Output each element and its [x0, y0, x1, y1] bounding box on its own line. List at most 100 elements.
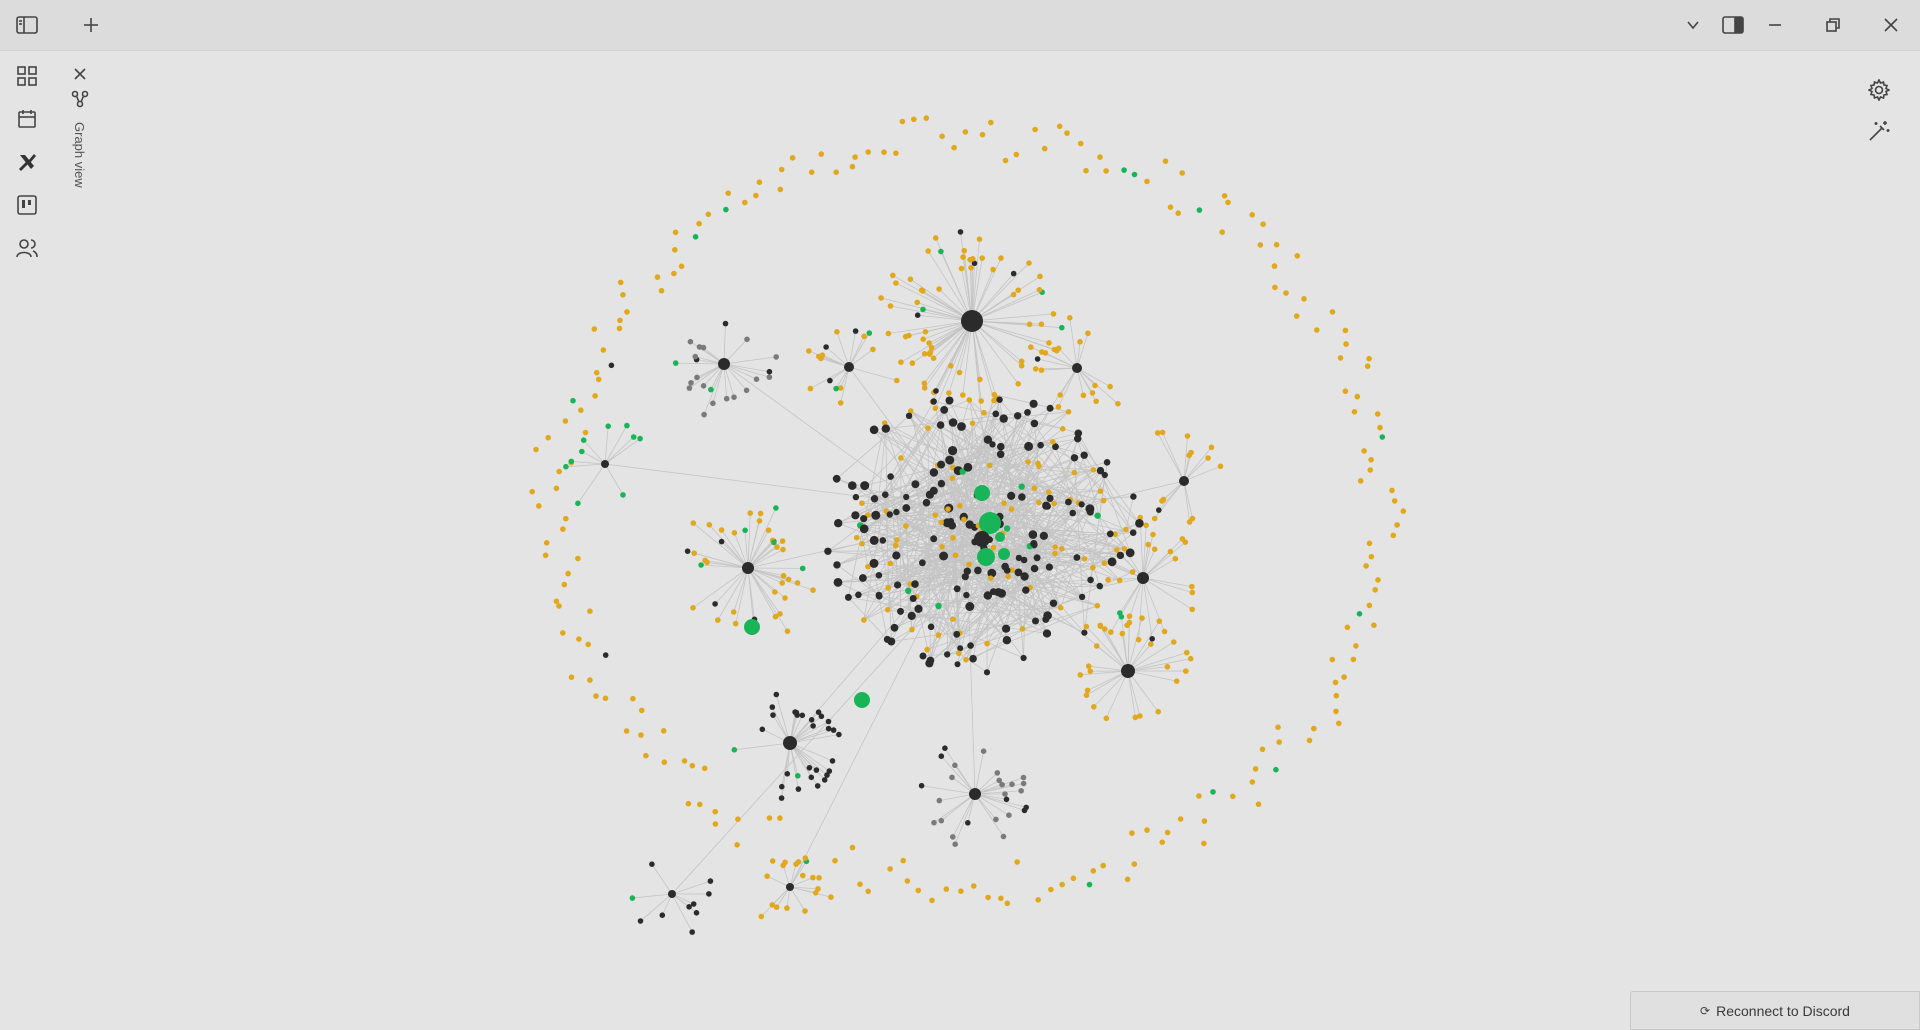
leaf-node[interactable] — [1155, 709, 1161, 715]
hub-node[interactable] — [668, 890, 676, 898]
note-node[interactable] — [1046, 489, 1052, 495]
orphan-node[interactable] — [536, 503, 542, 509]
orphan-node[interactable] — [1219, 229, 1225, 235]
note-node[interactable] — [894, 537, 900, 543]
orphan-node[interactable] — [1272, 263, 1278, 269]
leaf-node[interactable] — [723, 321, 729, 327]
leaf-node[interactable] — [704, 560, 710, 566]
note-node[interactable] — [940, 406, 948, 414]
leaf-node[interactable] — [691, 550, 697, 556]
note-node[interactable] — [930, 468, 938, 476]
orphan-node[interactable] — [1295, 253, 1301, 259]
note-node[interactable] — [1022, 586, 1029, 593]
leaf-node[interactable] — [773, 614, 779, 620]
leaf-node[interactable] — [767, 374, 773, 380]
orphan-node[interactable] — [673, 230, 679, 236]
note-node[interactable] — [997, 443, 1005, 451]
leaf-node[interactable] — [1059, 325, 1065, 331]
orphan-node[interactable] — [767, 815, 773, 821]
leaf-node[interactable] — [708, 878, 714, 884]
leaf-node[interactable] — [785, 628, 791, 634]
leaf-node[interactable] — [770, 704, 776, 710]
orphan-node[interactable] — [1380, 434, 1386, 440]
leaf-node[interactable] — [1019, 359, 1025, 365]
leaf-node[interactable] — [691, 520, 697, 526]
leaf-node[interactable] — [990, 267, 996, 273]
note-node[interactable] — [1071, 454, 1078, 461]
leaf-node[interactable] — [773, 505, 779, 511]
leaf-node[interactable] — [673, 360, 679, 366]
note-node[interactable] — [953, 552, 959, 558]
orphan-node[interactable] — [734, 842, 740, 848]
leaf-node[interactable] — [1021, 781, 1027, 787]
note-node[interactable] — [1004, 525, 1010, 531]
leaf-node[interactable] — [1037, 287, 1043, 293]
orphan-node[interactable] — [1334, 693, 1340, 699]
leaf-node[interactable] — [925, 248, 931, 254]
orphan-node[interactable] — [1032, 127, 1038, 133]
leaf-node[interactable] — [803, 855, 809, 861]
note-node[interactable] — [1072, 470, 1078, 476]
leaf-node[interactable] — [774, 692, 780, 698]
leaf-node[interactable] — [933, 235, 939, 241]
note-node[interactable] — [987, 463, 993, 469]
orphan-node[interactable] — [1361, 448, 1367, 454]
note-node[interactable] — [1015, 569, 1023, 577]
leaf-node[interactable] — [814, 767, 820, 773]
leaf-node[interactable] — [701, 345, 707, 351]
orphan-node[interactable] — [1197, 207, 1203, 213]
sidebar-toggle-button[interactable] — [10, 10, 44, 40]
leaf-node[interactable] — [575, 501, 581, 507]
leaf-node[interactable] — [744, 388, 750, 394]
orphan-node[interactable] — [662, 759, 668, 765]
orphan-node[interactable] — [958, 888, 964, 894]
orphan-node[interactable] — [1091, 868, 1097, 874]
leaf-node[interactable] — [915, 312, 921, 318]
leaf-node[interactable] — [808, 386, 814, 392]
orphan-node[interactable] — [1250, 779, 1256, 785]
tab-graph-view[interactable]: Graph view — [62, 58, 98, 218]
leaf-node[interactable] — [795, 580, 801, 586]
orphan-node[interactable] — [1353, 643, 1359, 649]
leaf-node[interactable] — [688, 339, 694, 345]
leaf-node[interactable] — [995, 770, 1001, 776]
orphan-node[interactable] — [1391, 533, 1397, 539]
note-node[interactable] — [834, 519, 842, 527]
leaf-node[interactable] — [886, 331, 892, 337]
note-node[interactable] — [946, 397, 954, 405]
note-node[interactable] — [932, 512, 938, 518]
leaf-node[interactable] — [979, 255, 985, 261]
leaf-node[interactable] — [1039, 321, 1045, 327]
note-node[interactable] — [1032, 618, 1039, 625]
note-node[interactable] — [1019, 483, 1025, 489]
orphan-node[interactable] — [1258, 242, 1264, 248]
leaf-node[interactable] — [1006, 812, 1012, 818]
note-node[interactable] — [1097, 467, 1104, 474]
orphan-node[interactable] — [569, 674, 575, 680]
leaf-node[interactable] — [1133, 715, 1139, 721]
orphan-node[interactable] — [560, 526, 566, 532]
orphan-node[interactable] — [1333, 680, 1339, 686]
note-node[interactable] — [984, 669, 990, 675]
leaf-node[interactable] — [1057, 392, 1063, 398]
leaf-node[interactable] — [687, 385, 693, 391]
note-node[interactable] — [882, 491, 889, 498]
orphan-node[interactable] — [1314, 327, 1320, 333]
leaf-node[interactable] — [810, 723, 816, 729]
orphan-node[interactable] — [1014, 859, 1020, 865]
note-node[interactable] — [861, 617, 867, 623]
leaf-node[interactable] — [939, 753, 945, 759]
ribbon-users-button[interactable] — [10, 231, 44, 265]
leaf-node[interactable] — [910, 360, 916, 366]
leaf-node[interactable] — [931, 355, 937, 361]
leaf-node[interactable] — [1046, 340, 1052, 346]
orphan-node[interactable] — [887, 866, 893, 872]
orphan-node[interactable] — [592, 393, 598, 399]
note-node[interactable] — [1052, 544, 1058, 550]
note-node[interactable] — [1104, 459, 1111, 466]
orphan-node[interactable] — [578, 407, 584, 413]
leaf-node[interactable] — [1039, 349, 1045, 355]
orphan-node[interactable] — [753, 193, 759, 199]
orphan-node[interactable] — [554, 599, 560, 605]
leaf-node[interactable] — [977, 236, 983, 242]
